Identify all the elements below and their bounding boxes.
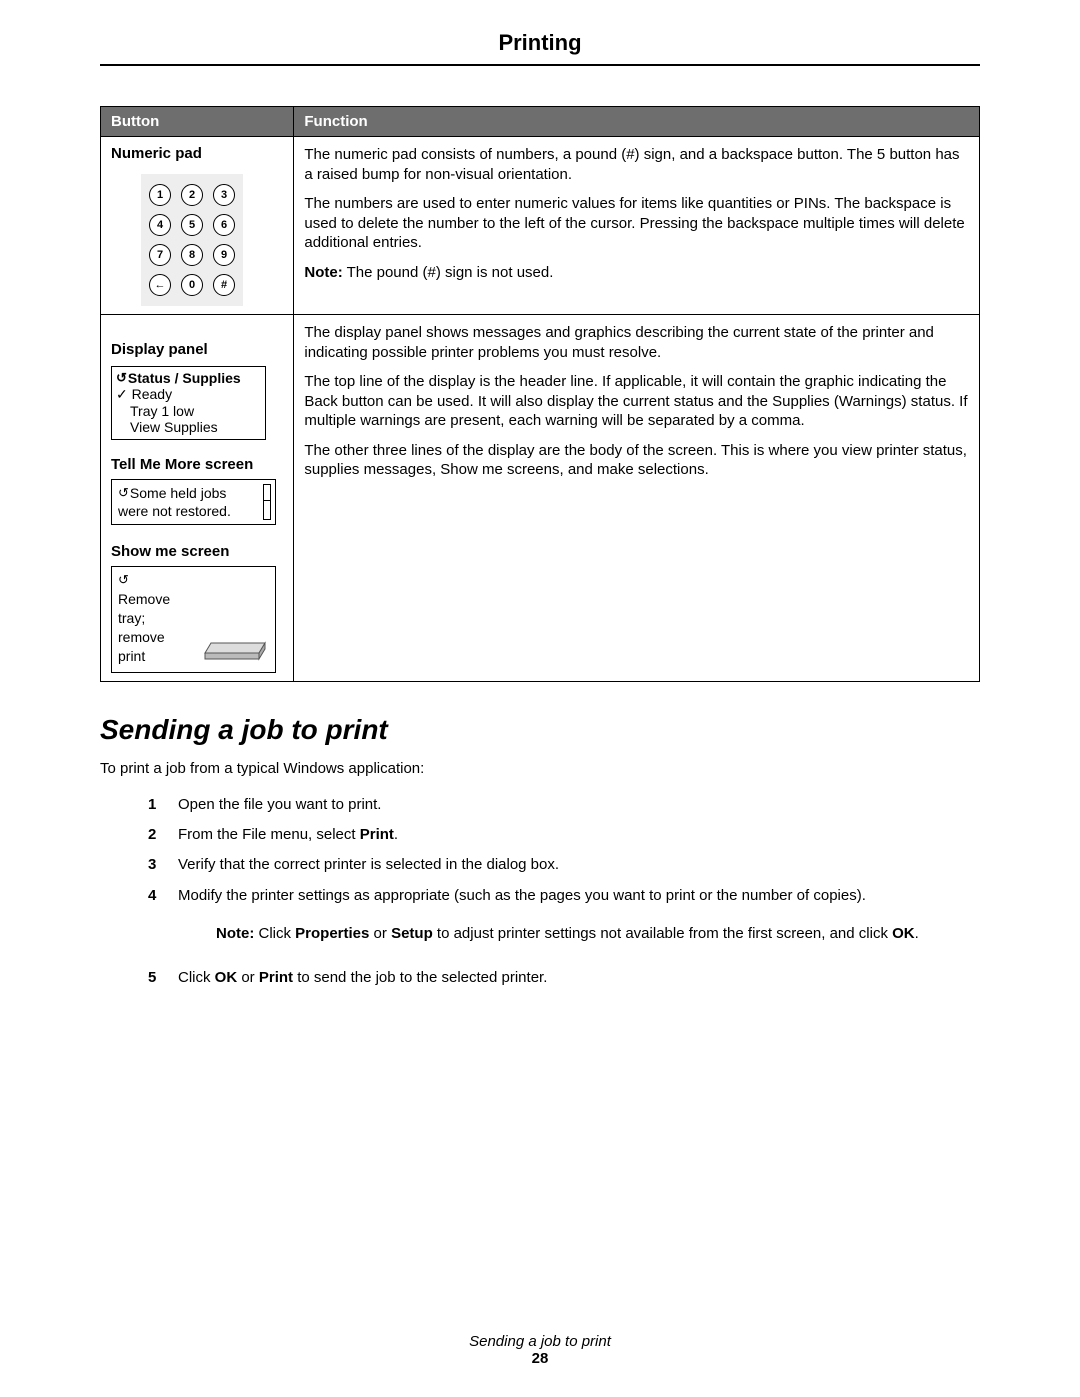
tell-me-more-label: Tell Me More screen xyxy=(111,456,283,473)
numeric-fn-p2: The numbers are used to enter numeric va… xyxy=(304,194,969,253)
tellme-text: Some held jobs were not restored. xyxy=(118,485,231,519)
numeric-fn-p3: Note: The pound (#) sign is not used. xyxy=(304,263,969,283)
status-tray-low: Tray 1 low xyxy=(130,403,261,419)
check-icon: ✓ xyxy=(116,386,128,402)
status-ready: Ready xyxy=(128,386,172,402)
key-4: 4 xyxy=(149,214,171,236)
step-text: Modify the printer settings as appropria… xyxy=(178,887,866,904)
page-header: Printing xyxy=(100,30,980,66)
step-number: 1 xyxy=(148,795,178,815)
step-note: Note: Click Properties or Setup to adjus… xyxy=(216,924,980,944)
footer-page-number: 28 xyxy=(0,1350,1080,1367)
step-number: 2 xyxy=(148,825,178,845)
scrollbar-icon xyxy=(263,484,271,520)
display-fn-p2: The top line of the display is the heade… xyxy=(304,372,969,431)
footer-title: Sending a job to print xyxy=(0,1333,1080,1350)
key-6: 6 xyxy=(213,214,235,236)
tell-me-more-box: ↺Some held jobs were not restored. xyxy=(111,479,276,525)
th-function: Function xyxy=(294,107,980,137)
showme-text: Remove tray; remove print xyxy=(118,591,170,664)
key-2: 2 xyxy=(181,184,203,206)
list-item: 4 Modify the printer settings as appropr… xyxy=(148,886,980,959)
status-header: Status / Supplies xyxy=(128,370,241,386)
list-item: 5 Click OK or Print to send the job to t… xyxy=(148,968,980,988)
key-7: 7 xyxy=(149,244,171,266)
numeric-pad-label: Numeric pad xyxy=(111,145,283,162)
step-text: Open the file you want to print. xyxy=(178,795,980,815)
show-me-box: ↺ Remove tray; remove print xyxy=(111,566,276,672)
key-pound: # xyxy=(213,274,235,296)
key-8: 8 xyxy=(181,244,203,266)
step-text: From the File menu, select Print. xyxy=(178,825,980,845)
table-row: Display panel ↺Status / Supplies ✓ Ready… xyxy=(101,315,980,682)
display-fn-p3: The other three lines of the display are… xyxy=(304,441,969,480)
page-footer: Sending a job to print 28 xyxy=(0,1333,1080,1367)
key-5: 5 xyxy=(181,214,203,236)
key-1: 1 xyxy=(149,184,171,206)
list-item: 3 Verify that the correct printer is sel… xyxy=(148,855,980,875)
display-panel-label: Display panel xyxy=(111,341,283,358)
back-arc-icon: ↺ xyxy=(118,485,129,502)
steps-list: 1 Open the file you want to print. 2 Fro… xyxy=(148,795,980,989)
key-3: 3 xyxy=(213,184,235,206)
button-function-table: Button Function Numeric pad 1 2 3 4 xyxy=(100,106,980,682)
th-button: Button xyxy=(101,107,294,137)
paper-tray-icon xyxy=(199,635,269,666)
key-9: 9 xyxy=(213,244,235,266)
display-fn-p1: The display panel shows messages and gra… xyxy=(304,323,969,362)
list-item: 1 Open the file you want to print. xyxy=(148,795,980,815)
status-view-supplies: View Supplies xyxy=(130,419,261,435)
status-supplies-box: ↺Status / Supplies ✓ Ready Tray 1 low Vi… xyxy=(111,366,266,440)
back-arc-icon: ↺ xyxy=(118,571,129,589)
back-arc-icon: ↺ xyxy=(116,370,127,386)
step-number: 3 xyxy=(148,855,178,875)
section-title: Sending a job to print xyxy=(100,714,980,746)
numeric-fn-p1: The numeric pad consists of numbers, a p… xyxy=(304,145,969,184)
intro-text: To print a job from a typical Windows ap… xyxy=(100,760,980,777)
numeric-keypad: 1 2 3 4 5 6 7 8 9 xyxy=(141,174,243,306)
step-text: Click OK or Print to send the job to the… xyxy=(178,968,980,988)
key-back: ← xyxy=(149,274,171,296)
step-number: 5 xyxy=(148,968,178,988)
list-item: 2 From the File menu, select Print. xyxy=(148,825,980,845)
show-me-label: Show me screen xyxy=(111,543,283,560)
step-text: Verify that the correct printer is selec… xyxy=(178,855,980,875)
table-row: Numeric pad 1 2 3 4 5 6 7 xyxy=(101,137,980,315)
step-number: 4 xyxy=(148,886,178,959)
key-0: 0 xyxy=(181,274,203,296)
